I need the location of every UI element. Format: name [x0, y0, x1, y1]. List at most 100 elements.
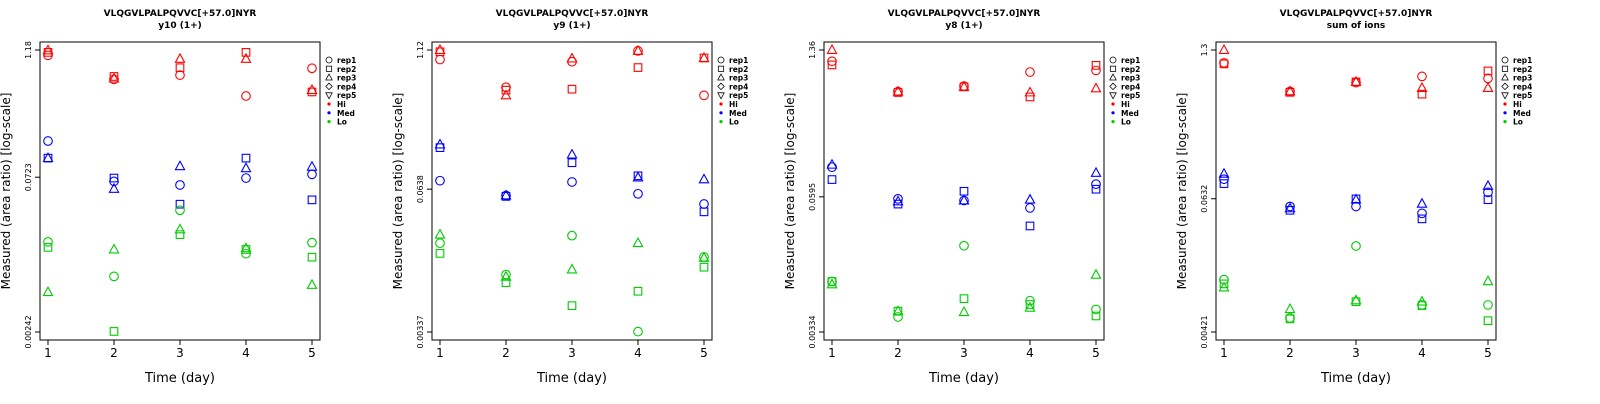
data-point: [241, 153, 251, 163]
legend-marker: [325, 92, 333, 100]
x-tick-label: 2: [894, 346, 902, 360]
legend-marker: [327, 120, 331, 124]
data-point: [1090, 82, 1102, 93]
legend-marker: [325, 73, 333, 81]
x-tick-label: 5: [308, 346, 316, 360]
series-hi: [826, 43, 1102, 102]
series-med: [434, 138, 710, 217]
series-med: [42, 136, 318, 209]
chart-panel-4: VLQGVLPALPQVVC[+57.0]NYR sum of ions 1 2 3 4 5…: [1175, 9, 1532, 386]
data-point: [1091, 179, 1101, 189]
y-tick-label: 1.18: [24, 41, 33, 59]
data-point: [174, 223, 186, 234]
data-point: [1483, 316, 1493, 326]
y-tick-label: 0.00334: [808, 315, 817, 348]
data-point: [1091, 65, 1101, 76]
legend-label: rep5: [729, 91, 748, 100]
data-point: [1482, 179, 1494, 190]
x-tick-label: 1: [1220, 346, 1228, 360]
data-point: [240, 162, 252, 173]
legend-marker: [717, 92, 725, 100]
data-point: [567, 230, 577, 241]
legend-marker: [1111, 120, 1115, 124]
data-point: [632, 236, 644, 248]
legend-marker: [1109, 82, 1117, 91]
legend-marker: [1501, 82, 1509, 91]
y-tick-label: 0.00421: [1200, 315, 1209, 348]
legend-marker: [1109, 92, 1117, 100]
legend-marker: [1501, 92, 1509, 100]
data-point: [43, 50, 53, 61]
x-tick-label: 1: [44, 346, 52, 360]
data-point: [434, 43, 446, 54]
data-point: [567, 158, 577, 168]
data-point: [893, 194, 903, 204]
data-point: [699, 90, 709, 101]
legend-label: rep2: [729, 65, 748, 74]
legend-marker: [1109, 65, 1117, 72]
x-axis-label: Time (day): [1320, 371, 1391, 386]
data-point: [306, 83, 318, 94]
data-point: [893, 312, 903, 322]
data-point: [175, 199, 185, 209]
legend-marker: [1109, 73, 1117, 81]
data-point: [827, 175, 837, 184]
legend-label: rep1: [1121, 56, 1140, 65]
data-point: [633, 286, 643, 296]
x-axis-label: Time (day): [536, 371, 607, 386]
legend-label: rep3: [337, 74, 356, 83]
data-point: [43, 237, 53, 247]
data-point: [306, 278, 318, 289]
legend-marker: [1111, 102, 1115, 106]
data-point: [174, 52, 186, 63]
legend-marker: [719, 111, 723, 115]
y-axis-label: Measured (area ratio) [log-scale]: [0, 93, 13, 290]
data-point: [1416, 81, 1428, 92]
x-tick-label: 1: [828, 346, 836, 360]
chart-title: VLQGVLPALPQVVC[+57.0]NYR: [888, 9, 1041, 19]
data-point: [1483, 66, 1493, 76]
data-point: [434, 228, 446, 239]
chart-panel-2: VLQGVLPALPQVVC[+57.0]NYR y9 (1+) 1 2 3 4 5 Time…: [391, 9, 748, 386]
data-point: [1416, 295, 1428, 306]
data-point: [632, 171, 644, 182]
data-point: [698, 173, 710, 184]
data-point: [566, 148, 578, 159]
x-tick-label: 3: [568, 346, 576, 360]
data-point: [959, 294, 969, 303]
plot-frame: [39, 41, 321, 341]
chart-title: VLQGVLPALPQVVC[+57.0]NYR: [1280, 9, 1433, 19]
legend-marker: [325, 82, 333, 91]
legend-label: rep1: [729, 56, 748, 65]
data-point: [698, 251, 710, 262]
x-tick-label: 4: [1026, 346, 1034, 360]
data-point: [632, 44, 644, 55]
data-point: [1285, 314, 1295, 324]
x-tick-label: 2: [502, 346, 510, 360]
data-point: [566, 52, 578, 63]
data-point: [1483, 187, 1493, 198]
data-point: [567, 84, 577, 94]
x-tick-label: 5: [1484, 346, 1492, 360]
y-tick-label: 0.0632: [1200, 185, 1209, 213]
x-tick-label: 5: [1092, 346, 1100, 360]
data-point: [240, 52, 252, 63]
data-point: [500, 270, 512, 281]
y-tick-label: 0.0723: [24, 163, 33, 191]
x-tick-label: 2: [1286, 346, 1294, 360]
legend-label: Lo: [1121, 118, 1131, 127]
data-point: [42, 286, 54, 297]
data-point: [1090, 268, 1102, 279]
x-tick-label: 3: [1352, 346, 1360, 360]
legend-marker: [1503, 111, 1507, 115]
data-point: [892, 85, 904, 96]
x-tick-label: 2: [110, 346, 118, 360]
y-tick-label: 1.36: [808, 41, 817, 59]
legend-label: rep2: [1121, 65, 1140, 74]
data-point: [435, 175, 445, 186]
data-point: [307, 195, 317, 205]
